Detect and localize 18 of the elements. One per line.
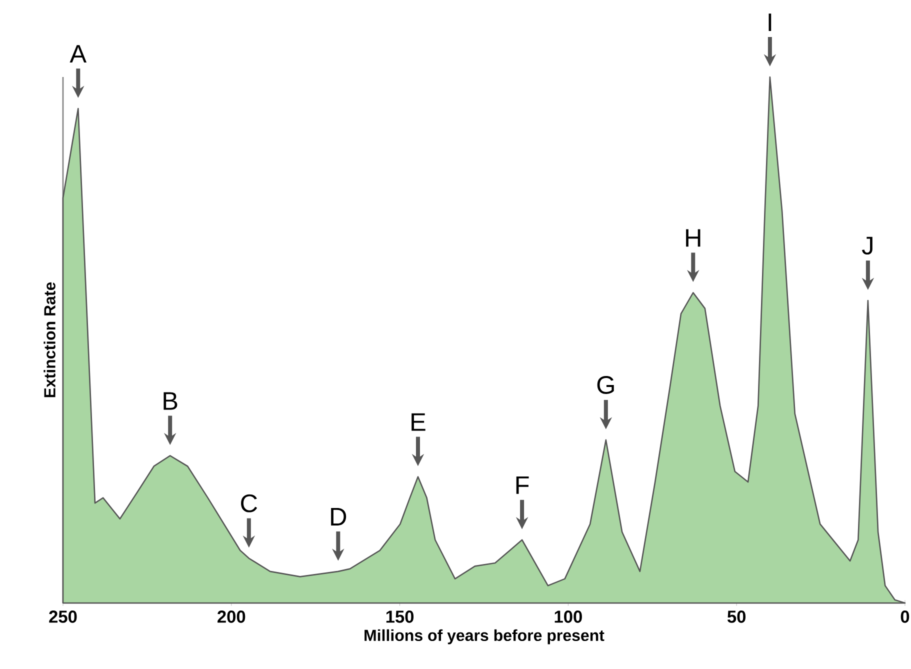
annotation: E xyxy=(412,413,426,431)
annotation: J xyxy=(862,236,872,255)
x-tick-label: 150 xyxy=(386,610,414,623)
x-axis-title: Millions of years before present xyxy=(364,629,604,644)
y-axis-title: Extinction Rate xyxy=(44,282,56,398)
annotation: H xyxy=(686,229,700,247)
x-tick-label: 100 xyxy=(554,610,582,623)
annotation: F xyxy=(516,476,529,494)
x-tick-label: 200 xyxy=(218,610,246,623)
annotation: G xyxy=(597,376,614,394)
annotation: A xyxy=(70,45,87,63)
x-tick-label: 250 xyxy=(49,610,77,623)
annotation: B xyxy=(164,392,178,410)
annotation: C xyxy=(241,494,258,512)
x-tick-label: 0 xyxy=(900,610,910,623)
x-tick-label: 50 xyxy=(727,610,746,623)
annotation: I xyxy=(768,14,772,31)
annotation: D xyxy=(331,508,346,526)
